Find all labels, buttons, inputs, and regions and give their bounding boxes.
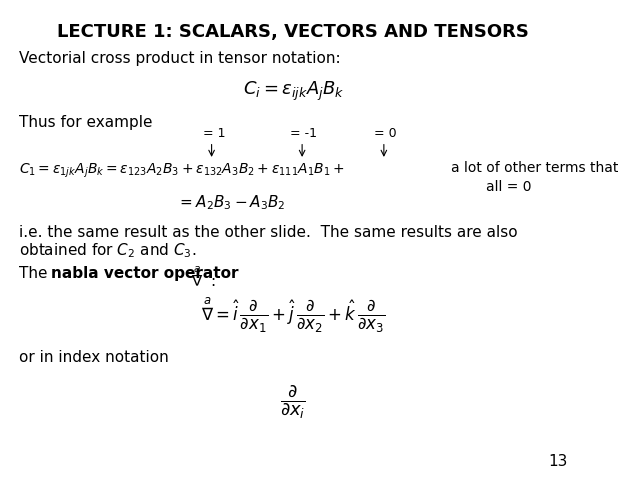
Text: $= A_2B_3 - A_3B_2$: $= A_2B_3 - A_3B_2$ [177, 193, 285, 212]
Text: $\overset{a}{\nabla}$  :: $\overset{a}{\nabla}$ : [191, 266, 216, 290]
Text: or in index notation: or in index notation [19, 350, 169, 365]
Text: $C_i = \varepsilon_{ijk}A_jB_k$: $C_i = \varepsilon_{ijk}A_jB_k$ [243, 80, 344, 103]
Text: LECTURE 1: SCALARS, VECTORS AND TENSORS: LECTURE 1: SCALARS, VECTORS AND TENSORS [58, 23, 529, 41]
Text: $\overset{a}{\nabla} = \hat{i}\,\dfrac{\partial}{\partial x_1} + \hat{j}\,\dfrac: $\overset{a}{\nabla} = \hat{i}\,\dfrac{\… [201, 295, 386, 335]
Text: The: The [19, 266, 52, 281]
Text: Vectorial cross product in tensor notation:: Vectorial cross product in tensor notati… [19, 51, 340, 67]
Text: 13: 13 [548, 454, 568, 469]
Text: a lot of other terms that: a lot of other terms that [451, 161, 618, 175]
Text: nabla vector operator: nabla vector operator [51, 266, 239, 281]
Text: obtained for $C_2$ and $C_3$.: obtained for $C_2$ and $C_3$. [19, 241, 196, 260]
Text: all = 0: all = 0 [486, 180, 532, 194]
Text: Thus for example: Thus for example [19, 115, 152, 130]
Text: = 0: = 0 [374, 127, 397, 140]
Text: $C_1 = \varepsilon_{1jk}A_jB_k = \varepsilon_{123}A_2B_3 + \varepsilon_{132}A_3B: $C_1 = \varepsilon_{1jk}A_jB_k = \vareps… [19, 161, 344, 180]
Text: = 1: = 1 [203, 127, 225, 140]
Text: i.e. the same result as the other slide.  The same results are also: i.e. the same result as the other slide.… [19, 225, 518, 240]
Text: $\dfrac{\partial}{\partial x_i}$: $\dfrac{\partial}{\partial x_i}$ [280, 383, 307, 421]
Text: = -1: = -1 [291, 127, 317, 140]
